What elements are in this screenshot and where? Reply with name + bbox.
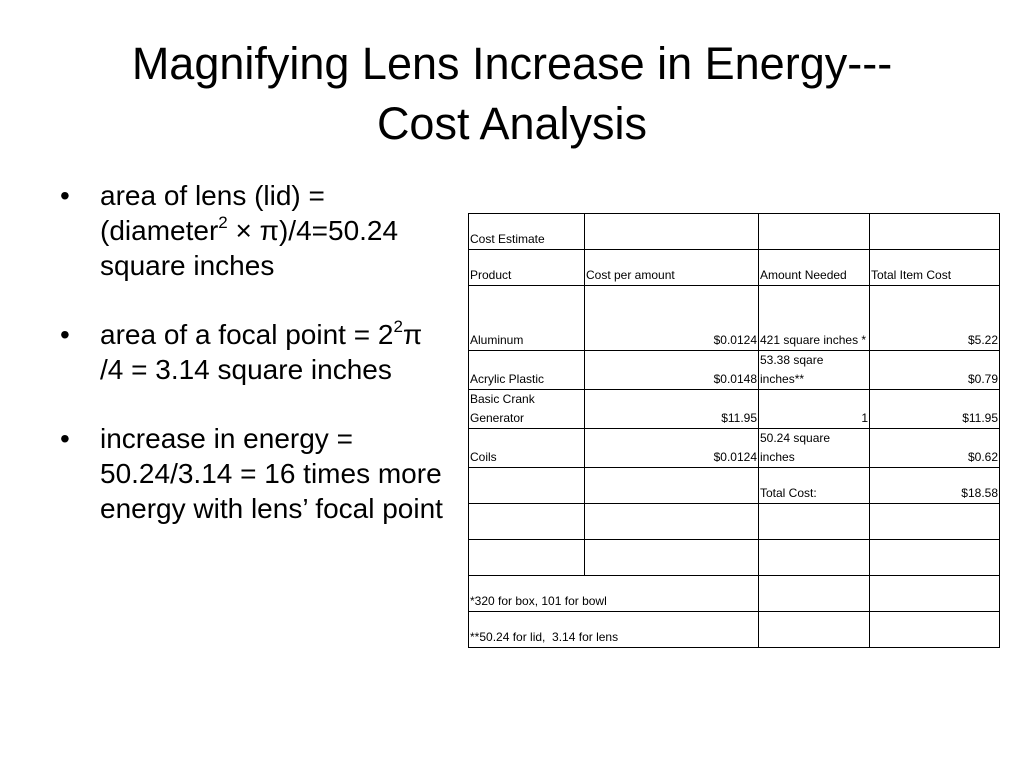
bullet-text: area of lens (lid) = (diameter	[100, 180, 325, 246]
table-row: Basic Crank Generator $11.95 1 $11.95	[468, 389, 1000, 429]
total-cell: $11.95	[869, 389, 1000, 429]
bullet-icon: •	[60, 423, 70, 454]
slide-title: Magnifying Lens Increase in Energy--- Co…	[30, 34, 994, 154]
product-cell: Coils	[468, 428, 585, 468]
amount-cell: 1	[758, 389, 870, 429]
header-amount-needed: Amount Needed	[758, 249, 870, 286]
total-cell: $0.79	[869, 350, 1000, 390]
table-row: Aluminum $0.0124 421 square inches * $5.…	[468, 285, 1000, 351]
header-cost-per-amount: Cost per amount	[584, 249, 759, 286]
total-cell: $0.62	[869, 428, 1000, 468]
header-product: Product	[468, 249, 585, 286]
empty-row	[468, 503, 1000, 540]
bullet-focal-point-area: • area of a focal point = 22π /4 = 3.14 …	[60, 317, 445, 387]
bullet-lens-area: • area of lens (lid) = (diameter2 × π)/4…	[60, 178, 445, 283]
total-row: Total Cost: $18.58	[468, 467, 1000, 504]
table-row: Coils $0.0124 50.24 square inches $0.62	[468, 428, 1000, 468]
bullet-energy-increase: • increase in energy = 50.24/3.14 = 16 t…	[60, 421, 445, 526]
table-caption: Cost Estimate	[468, 213, 585, 250]
footnote: *320 for box, 101 for bowl	[468, 575, 759, 612]
bullet-text: area of a focal point = 2	[100, 319, 394, 350]
table-header-row: Product Cost per amount Amount Needed To…	[468, 249, 1000, 286]
footnote-row: *320 for box, 101 for bowl	[468, 575, 1000, 612]
amount-cell: 53.38 sqare inches**	[758, 350, 870, 390]
superscript: 2	[393, 317, 403, 336]
bullet-text: π /4 = 3.14 square inches	[100, 319, 423, 385]
cost-cell: $11.95	[584, 389, 759, 429]
total-label: Total Cost:	[758, 467, 870, 504]
bullet-list: • area of lens (lid) = (diameter2 × π)/4…	[60, 178, 445, 560]
table-row: Acrylic Plastic $0.0148 53.38 sqare inch…	[468, 350, 1000, 390]
cost-estimate-table: Cost Estimate Product Cost per amount Am…	[468, 213, 1000, 648]
total-cell: $5.22	[869, 285, 1000, 351]
amount-cell: 50.24 square inches	[758, 428, 870, 468]
bullet-icon: •	[60, 319, 70, 350]
bullet-text: × π)/4=50.24 square inches	[100, 215, 399, 281]
empty-row	[468, 539, 1000, 576]
bullet-text: increase in energy = 50.24/3.14 = 16 tim…	[100, 423, 443, 524]
bullet-icon: •	[60, 180, 70, 211]
superscript: 2	[218, 213, 228, 232]
cost-cell: $0.0124	[584, 428, 759, 468]
title-line-2: Cost Analysis	[376, 98, 648, 149]
footnote-row: **50.24 for lid, 3.14 for lens	[468, 611, 1000, 648]
total-value: $18.58	[869, 467, 1000, 504]
amount-cell: 421 square inches *	[758, 285, 870, 351]
product-cell: Basic Crank Generator	[468, 389, 585, 429]
header-total-item-cost: Total Item Cost	[869, 249, 1000, 286]
product-cell: Aluminum	[468, 285, 585, 351]
cost-cell: $0.0124	[584, 285, 759, 351]
footnote: **50.24 for lid, 3.14 for lens	[468, 611, 759, 648]
cost-cell: $0.0148	[584, 350, 759, 390]
product-cell: Acrylic Plastic	[468, 350, 585, 390]
title-line-1: Magnifying Lens Increase in Energy---	[131, 38, 893, 89]
table-caption-row: Cost Estimate	[468, 213, 1000, 250]
